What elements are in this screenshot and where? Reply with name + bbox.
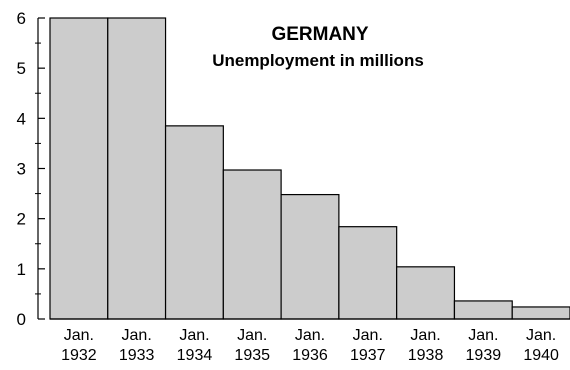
x-tick-label: Jan. 1932 bbox=[61, 327, 97, 364]
x-tick-label: Jan. 1937 bbox=[350, 327, 386, 364]
x-tick-label: Jan. 1940 bbox=[523, 327, 559, 364]
bar bbox=[222, 169, 282, 320]
x-axis-labels: Jan. 1932 Jan. 1933 Jan. 1934 Jan. 1935 Jan. 1936… bbox=[61, 327, 559, 364]
chart-title: GERMANY bbox=[271, 24, 368, 45]
bar bbox=[453, 300, 513, 320]
x-tick-label: Jan. 1935 bbox=[234, 327, 270, 364]
bar bbox=[338, 226, 398, 320]
y-tick-label: 3 bbox=[17, 160, 26, 179]
bars bbox=[49, 17, 570, 320]
x-tick-label: Jan. 1933 bbox=[119, 327, 155, 364]
bar bbox=[107, 17, 167, 320]
x-tick-label: Jan. 1939 bbox=[466, 327, 502, 364]
x-tick-label: Jan. 1936 bbox=[292, 327, 328, 364]
bar bbox=[164, 125, 224, 320]
y-tick-label: 0 bbox=[17, 310, 26, 329]
bar bbox=[511, 306, 570, 320]
bar bbox=[49, 17, 109, 320]
y-tick-label: 1 bbox=[17, 260, 26, 279]
x-tick-label: Jan. 1938 bbox=[408, 327, 444, 364]
y-tick-label: 2 bbox=[17, 210, 26, 229]
y-tick-label: 4 bbox=[17, 109, 26, 128]
y-tick-label: 5 bbox=[17, 59, 26, 78]
x-tick-label: Jan. 1934 bbox=[177, 327, 213, 364]
y-axis: 0 1 2 3 4 5 6 bbox=[17, 9, 45, 329]
bar bbox=[396, 266, 456, 320]
bar bbox=[280, 193, 340, 320]
y-tick-label: 6 bbox=[17, 9, 26, 28]
chart-subtitle: Unemployment in millions bbox=[212, 51, 424, 70]
